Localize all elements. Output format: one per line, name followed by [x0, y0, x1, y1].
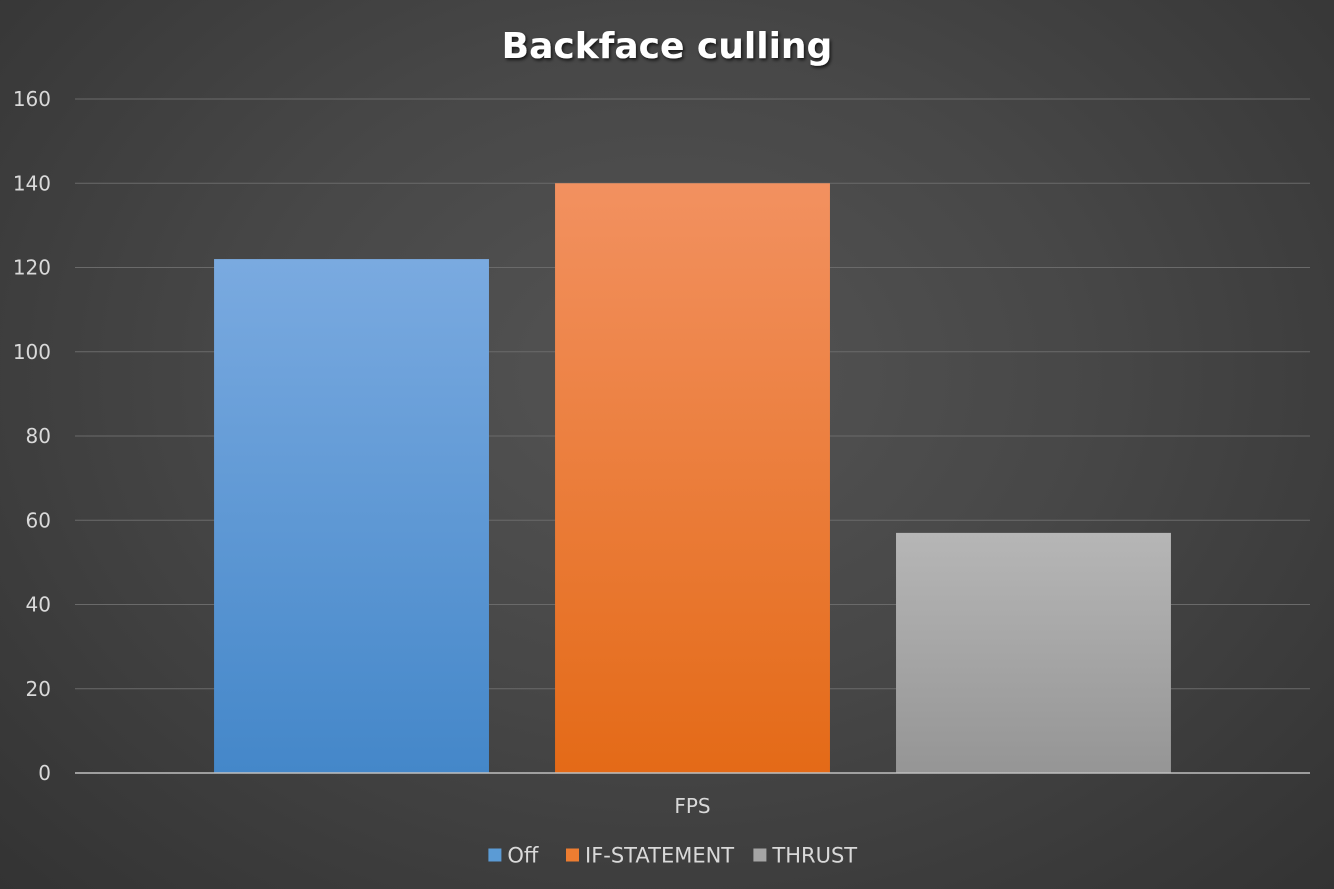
y-tick-label: 80: [26, 424, 51, 448]
category-labels: FPS: [674, 794, 710, 818]
legend-swatch: [566, 848, 579, 862]
legend: Off IF-STATEMENT THRUST: [488, 844, 857, 868]
legend-item: THRUST: [753, 844, 857, 868]
y-tick-label: 160: [13, 87, 51, 111]
bar-thrust: [896, 532, 1171, 773]
y-tick-label: 60: [26, 508, 51, 532]
bar-if-statement: [555, 183, 830, 773]
legend-label: Off: [507, 844, 539, 868]
y-tick-label: 100: [13, 340, 51, 364]
legend-swatch: [488, 848, 502, 862]
legend-item: Off: [488, 844, 539, 868]
y-tick-label: 0: [38, 761, 51, 785]
y-tick-label: 120: [13, 256, 51, 280]
y-tick-label: 40: [26, 593, 51, 617]
chart-title: Backface culling: [502, 26, 833, 67]
y-tick-label: 140: [13, 171, 51, 195]
y-tick-label: 20: [26, 677, 51, 701]
bar-off: [214, 259, 489, 773]
legend-label: THRUST: [771, 844, 857, 868]
legend-label: IF-STATEMENT: [585, 844, 734, 868]
legend-swatch: [753, 848, 767, 862]
legend-item: IF-STATEMENT: [566, 844, 734, 868]
y-axis-ticks: 0 20 40 60 80 100 120 140 160: [13, 87, 51, 785]
bars: [214, 183, 1171, 773]
x-category-label: FPS: [674, 794, 710, 818]
